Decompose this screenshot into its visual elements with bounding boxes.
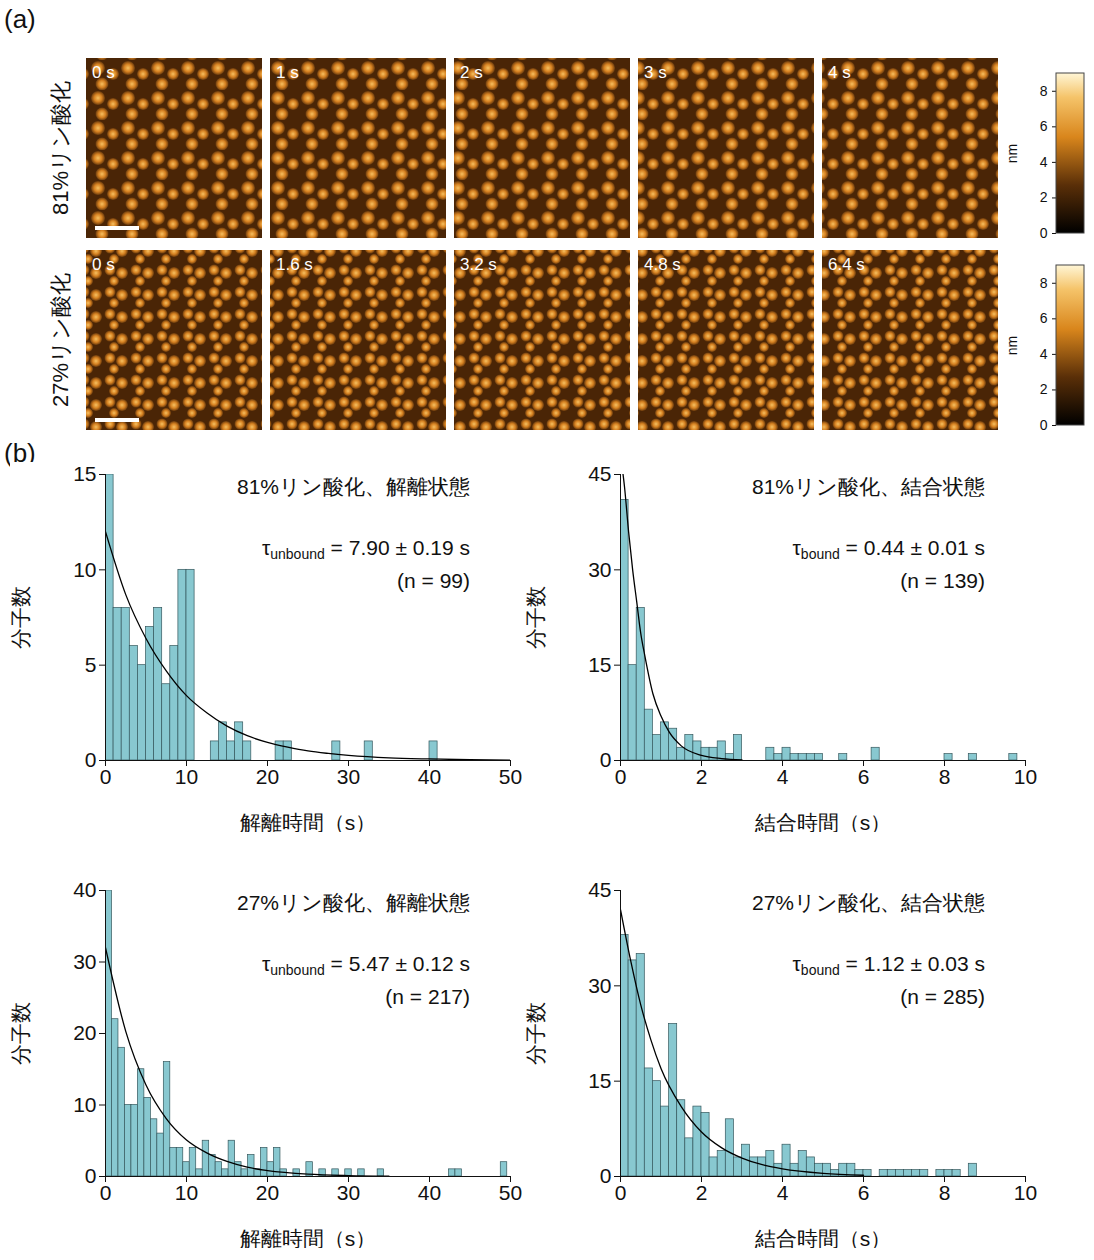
svg-text:4: 4: [1040, 346, 1048, 362]
svg-text:2 s: 2 s: [460, 63, 483, 82]
svg-text:解離時間（s）: 解離時間（s）: [240, 1227, 377, 1249]
svg-text:解離時間（s）: 解離時間（s）: [240, 811, 377, 833]
svg-text:分子数: 分子数: [10, 586, 32, 649]
svg-text:3.2 s: 3.2 s: [460, 255, 497, 274]
svg-text:0: 0: [600, 748, 612, 771]
svg-text:30: 30: [588, 974, 611, 997]
svg-text:45: 45: [588, 878, 611, 901]
svg-text:10: 10: [1014, 1181, 1037, 1204]
svg-text:0: 0: [85, 748, 97, 771]
svg-text:分子数: 分子数: [525, 586, 547, 649]
svg-text:10: 10: [73, 1093, 96, 1116]
svg-text:0: 0: [1040, 225, 1048, 241]
svg-text:0: 0: [615, 1181, 627, 1204]
svg-text:2: 2: [1040, 189, 1048, 205]
svg-text:0 s: 0 s: [92, 255, 115, 274]
svg-text:nm: nm: [1004, 336, 1020, 355]
svg-text:15: 15: [73, 462, 96, 485]
svg-text:6: 6: [1040, 118, 1048, 134]
svg-text:1 s: 1 s: [276, 63, 299, 82]
svg-text:27%リン酸化: 27%リン酸化: [48, 273, 73, 407]
svg-text:1.6 s: 1.6 s: [276, 255, 313, 274]
svg-text:0: 0: [600, 1164, 612, 1187]
svg-text:結合時間（s）: 結合時間（s）: [754, 811, 892, 833]
html-text:τunbound= 5.47 ± 0.12 s: τunbound= 5.47 ± 0.12 s: [262, 952, 470, 978]
svg-text:0: 0: [100, 765, 112, 788]
svg-text:40: 40: [418, 765, 441, 788]
svg-text:50: 50: [499, 1181, 522, 1204]
svg-text:結合時間（s）: 結合時間（s）: [754, 1227, 892, 1249]
svg-text:0: 0: [1040, 417, 1048, 433]
svg-text:20: 20: [256, 1181, 279, 1204]
svg-text:2: 2: [696, 1181, 708, 1204]
svg-text:40: 40: [418, 1181, 441, 1204]
svg-text:20: 20: [256, 765, 279, 788]
svg-text:30: 30: [337, 1181, 360, 1204]
svg-text:45: 45: [588, 462, 611, 485]
html-text:(n = 139): (n = 139): [900, 569, 985, 592]
svg-text:81%リン酸化: 81%リン酸化: [48, 81, 73, 215]
svg-text:2: 2: [696, 765, 708, 788]
svg-text:4: 4: [777, 1181, 789, 1204]
svg-text:0: 0: [85, 1164, 97, 1187]
html-text:(b): (b): [4, 438, 36, 468]
svg-text:4.8 s: 4.8 s: [644, 255, 681, 274]
svg-text:10: 10: [73, 558, 96, 581]
svg-text:2: 2: [1040, 381, 1048, 397]
svg-text:分子数: 分子数: [525, 1002, 547, 1065]
svg-text:(a): (a): [4, 4, 36, 34]
svg-text:10: 10: [1014, 765, 1037, 788]
svg-text:30: 30: [73, 950, 96, 973]
svg-text:0 s: 0 s: [92, 63, 115, 82]
svg-text:30: 30: [337, 765, 360, 788]
svg-text:3 s: 3 s: [644, 63, 667, 82]
svg-text:8: 8: [1040, 83, 1048, 99]
svg-text:4: 4: [777, 765, 789, 788]
html-text:τbound= 0.44 ± 0.01 s: τbound= 0.44 ± 0.01 s: [792, 536, 985, 562]
html-text:81%リン酸化、解離状態: 81%リン酸化、解離状態: [237, 475, 470, 498]
html-text:τbound= 1.12 ± 0.03 s: τbound= 1.12 ± 0.03 s: [792, 952, 985, 978]
html-text:(n = 99): (n = 99): [397, 569, 470, 592]
svg-text:8: 8: [1040, 275, 1048, 291]
svg-text:0: 0: [615, 765, 627, 788]
html-text:τunbound= 7.90 ± 0.19 s: τunbound= 7.90 ± 0.19 s: [262, 536, 470, 562]
svg-text:40: 40: [73, 878, 96, 901]
svg-text:5: 5: [85, 653, 97, 676]
svg-text:nm: nm: [1004, 144, 1020, 163]
svg-text:6.4 s: 6.4 s: [828, 255, 865, 274]
svg-text:6: 6: [858, 1181, 870, 1204]
html-text:81%リン酸化、結合状態: 81%リン酸化、結合状態: [752, 475, 985, 498]
html-text:27%リン酸化、結合状態: 27%リン酸化、結合状態: [752, 891, 985, 914]
svg-text:0: 0: [100, 1181, 112, 1204]
svg-text:30: 30: [588, 558, 611, 581]
svg-text:4: 4: [1040, 154, 1048, 170]
svg-text:8: 8: [939, 765, 951, 788]
svg-text:分子数: 分子数: [10, 1002, 32, 1065]
svg-text:10: 10: [175, 1181, 198, 1204]
html-text:(n = 217): (n = 217): [385, 985, 470, 1008]
svg-text:10: 10: [175, 765, 198, 788]
html-text:(n = 285): (n = 285): [900, 985, 985, 1008]
svg-text:15: 15: [588, 1069, 611, 1092]
svg-text:4 s: 4 s: [828, 63, 851, 82]
svg-text:50: 50: [499, 765, 522, 788]
svg-text:15: 15: [588, 653, 611, 676]
svg-text:6: 6: [858, 765, 870, 788]
html-text:27%リン酸化、解離状態: 27%リン酸化、解離状態: [237, 891, 470, 914]
svg-text:6: 6: [1040, 310, 1048, 326]
svg-text:20: 20: [73, 1021, 96, 1044]
svg-text:8: 8: [939, 1181, 951, 1204]
